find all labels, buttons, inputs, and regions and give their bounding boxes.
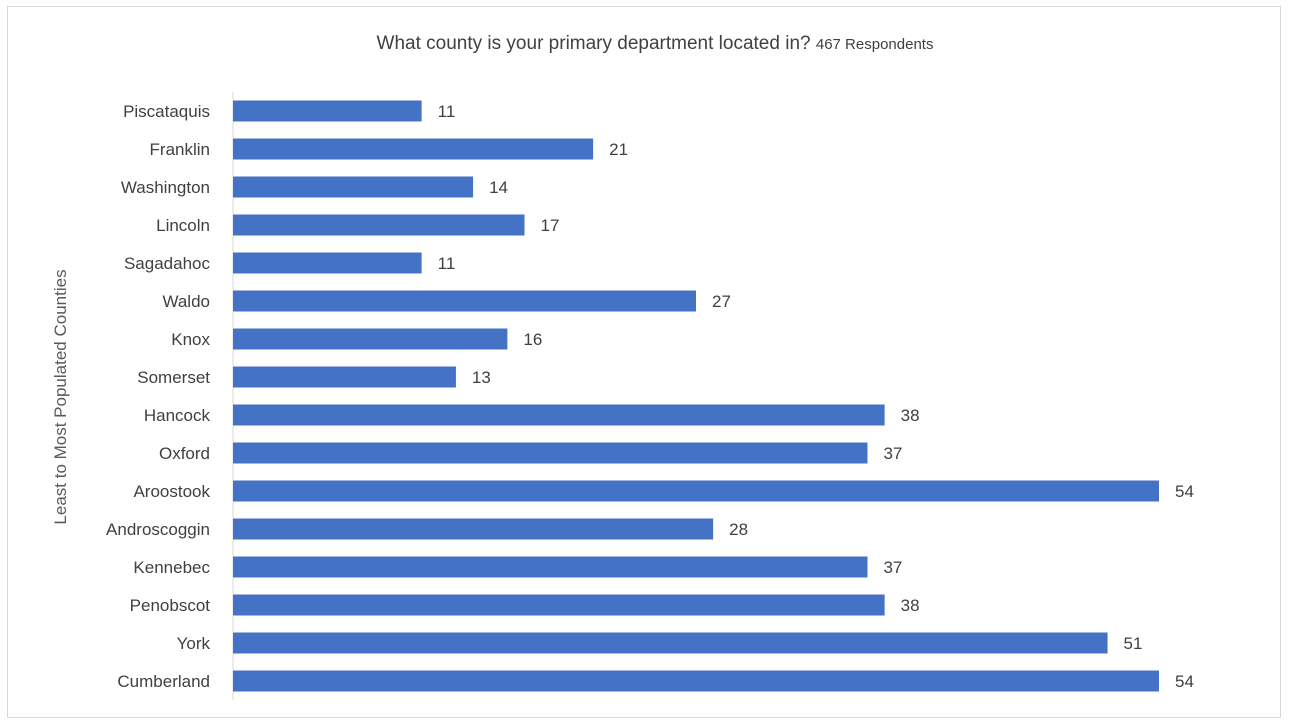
value-label: 37 xyxy=(883,558,902,577)
bar-knox xyxy=(233,328,508,350)
category-label: Waldo xyxy=(162,292,210,311)
value-label: 54 xyxy=(1175,672,1194,691)
category-label: Lincoln xyxy=(156,216,210,235)
category-label: Penobscot xyxy=(130,596,211,615)
bar-piscataquis xyxy=(233,100,422,122)
value-label: 27 xyxy=(712,292,731,311)
chart-subtitle: 467 Respondents xyxy=(815,36,934,53)
bar-somerset xyxy=(233,366,456,388)
bar-kennebec xyxy=(233,556,868,578)
bar-hancock xyxy=(233,404,885,426)
chart-title: What county is your primary department l… xyxy=(0,33,1289,55)
value-label: 11 xyxy=(438,254,456,273)
value-label: 28 xyxy=(729,520,748,539)
category-label: Aroostook xyxy=(133,482,210,501)
bar-franklin xyxy=(233,138,594,160)
category-label: Hancock xyxy=(144,406,211,425)
value-label: 37 xyxy=(883,444,902,463)
category-label: Oxford xyxy=(159,444,210,463)
bar-lincoln xyxy=(233,214,525,236)
value-label: 13 xyxy=(472,368,491,387)
value-label: 54 xyxy=(1175,482,1194,501)
category-label: Cumberland xyxy=(117,672,210,691)
bar-oxford xyxy=(233,442,868,464)
value-label: 17 xyxy=(541,216,560,235)
bar-aroostook xyxy=(233,480,1159,502)
chart-title-text: What county is your primary department l… xyxy=(376,33,811,54)
value-label: 38 xyxy=(901,596,920,615)
value-label: 38 xyxy=(901,406,920,425)
category-label: Piscataquis xyxy=(123,102,210,121)
bar-penobscot xyxy=(233,594,885,616)
category-label: Kennebec xyxy=(133,558,210,577)
bar-cumberland xyxy=(233,670,1159,692)
bar-washington xyxy=(233,176,474,198)
bar-sagadahoc xyxy=(233,252,422,274)
category-label: Franklin xyxy=(150,140,210,159)
bar-waldo xyxy=(233,290,696,312)
value-label: 16 xyxy=(523,330,542,349)
bar-york xyxy=(233,632,1108,654)
bar-androscoggin xyxy=(233,518,714,540)
value-label: 14 xyxy=(489,178,508,197)
category-label: Washington xyxy=(121,178,210,197)
category-label: Knox xyxy=(171,330,210,349)
category-label: Sagadahoc xyxy=(124,254,211,273)
value-label: 11 xyxy=(438,102,456,121)
category-label: Somerset xyxy=(137,368,210,387)
value-label: 21 xyxy=(609,140,628,159)
category-label: York xyxy=(177,634,211,653)
category-label: Androscoggin xyxy=(106,520,210,539)
value-label: 51 xyxy=(1124,634,1143,653)
